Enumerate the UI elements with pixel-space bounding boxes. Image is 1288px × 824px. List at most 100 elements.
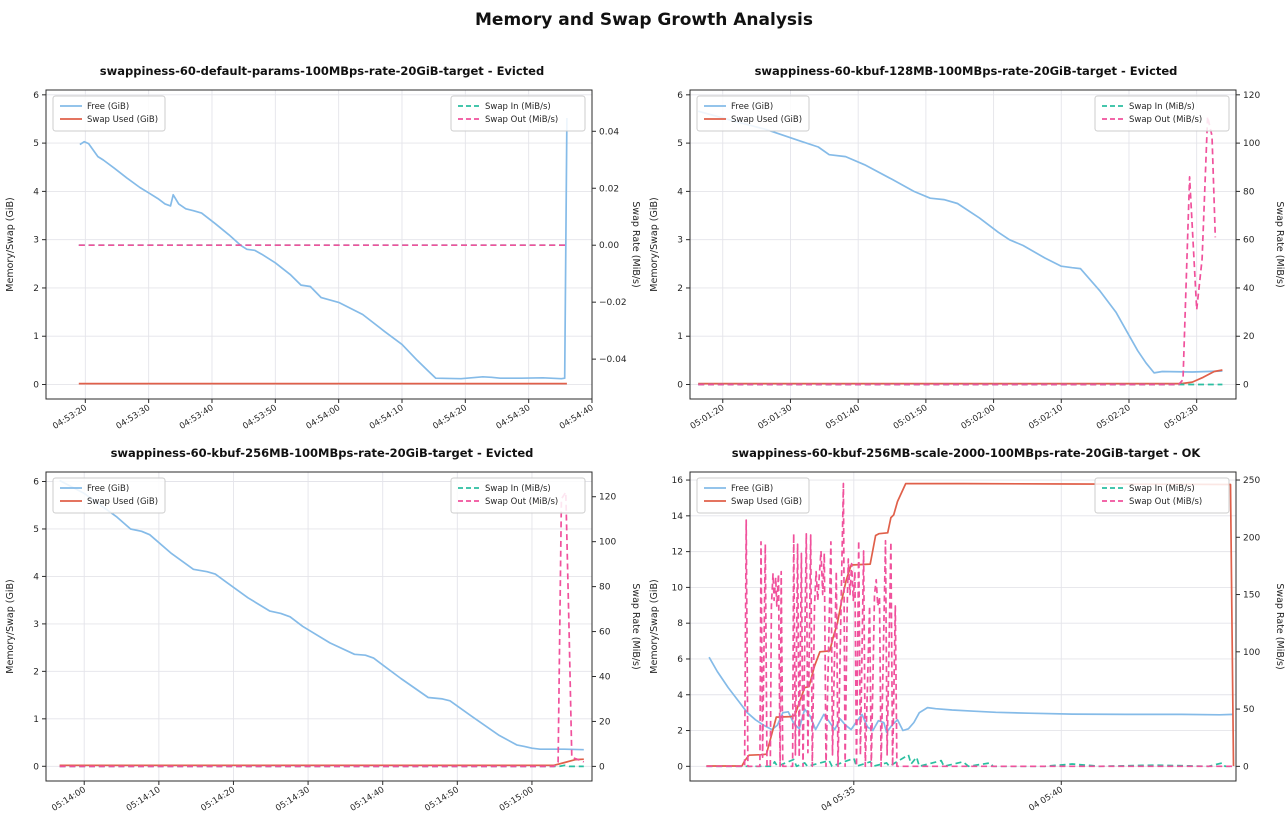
subplot-top-left-title: swappiness-60-default-params-100MBps-rat… — [99, 64, 545, 78]
legend-label: Swap Out (MiB/s) — [1129, 115, 1202, 125]
y-tick-label-left: 2 — [33, 284, 39, 294]
legend-label: Free (GiB) — [87, 484, 129, 494]
y-axis-label-left: Memory/Swap (GiB) — [5, 579, 16, 673]
series-line-swap_out — [706, 482, 1234, 768]
y-tick-label-right: −0.04 — [599, 355, 627, 365]
y-tick-label-right: 60 — [1243, 236, 1255, 246]
y-tick-label-left: 3 — [677, 236, 683, 246]
y-axis-label-right: Swap Rate (MiB/s) — [630, 583, 641, 669]
legend-label: Swap Used (GiB) — [731, 497, 802, 507]
y-axis-label-right: Swap Rate (MiB/s) — [630, 201, 641, 287]
series-line-free — [708, 656, 1234, 734]
y-tick-label-left: 6 — [33, 477, 39, 487]
subplot-grid: swappiness-60-default-params-100MBps-rat… — [0, 56, 1288, 820]
subplot-top-right: swappiness-60-kbuf-128MB-100MBps-rate-20… — [644, 56, 1288, 438]
x-tick-label: 05:14:50 — [423, 785, 461, 814]
subplot-bottom-right-title: swappiness-60-kbuf-256MB-scale-2000-100M… — [731, 446, 1201, 460]
y-tick-label-right: 50 — [1243, 705, 1255, 715]
x-tick-label: 05:15:00 — [498, 785, 536, 814]
y-tick-label-left: 3 — [33, 236, 39, 246]
y-tick-label-right: 0.04 — [599, 127, 619, 137]
y-tick-label-left: 3 — [33, 620, 39, 630]
y-tick-label-left: 6 — [33, 91, 39, 101]
y-axis-label-right: Swap Rate (MiB/s) — [1274, 583, 1285, 669]
legend-label: Swap Out (MiB/s) — [485, 497, 558, 507]
legend-box — [450, 477, 586, 514]
plot-border — [689, 471, 1237, 782]
x-tick-label: 04:53:30 — [115, 403, 153, 432]
y-tick-label-left: 4 — [677, 691, 683, 701]
plot-border — [45, 89, 593, 400]
legend-label: Free (GiB) — [731, 484, 773, 494]
plot-border — [689, 89, 1237, 400]
y-tick-label-right: 20 — [1243, 332, 1255, 342]
subplot-top-left: swappiness-60-default-params-100MBps-rat… — [0, 56, 644, 438]
y-tick-label-left: 6 — [677, 655, 683, 665]
y-tick-label-right: 0.02 — [599, 184, 619, 194]
y-tick-label-left: 5 — [677, 139, 683, 149]
y-tick-label-right: 60 — [599, 628, 611, 638]
y-tick-label-right: 0 — [599, 762, 605, 772]
y-tick-label-right: 120 — [599, 493, 616, 503]
y-tick-label-left: 10 — [672, 583, 684, 593]
x-tick-label: 04:54:20 — [431, 403, 469, 432]
x-tick-label: 04:54:40 — [558, 403, 596, 432]
y-tick-label-right: 80 — [1243, 187, 1255, 197]
y-tick-label-left: 6 — [677, 91, 683, 101]
y-tick-label-left: 8 — [677, 619, 683, 629]
x-tick-label: 05:01:40 — [824, 403, 862, 432]
series-line-swap_in — [706, 754, 1234, 768]
y-tick-label-right: 20 — [599, 717, 611, 727]
y-tick-label-left: 1 — [33, 332, 39, 342]
x-tick-label: 05:14:20 — [199, 785, 237, 814]
subplot-bottom-left-title: swappiness-60-kbuf-256MB-100MBps-rate-20… — [110, 446, 534, 460]
y-tick-label-right: 120 — [1243, 91, 1260, 101]
x-tick-label: 05:01:50 — [892, 403, 930, 432]
x-tick-label: 05:02:30 — [1163, 403, 1201, 432]
subplot-bottom-right: swappiness-60-kbuf-256MB-scale-2000-100M… — [644, 438, 1288, 820]
y-tick-label-right: 150 — [1243, 591, 1260, 601]
y-tick-label-right: 100 — [1243, 139, 1260, 149]
x-tick-label: 04:53:20 — [51, 403, 89, 432]
y-tick-label-left: 4 — [677, 187, 683, 197]
y-tick-label-right: 40 — [1243, 284, 1255, 294]
x-tick-label: 05:14:30 — [274, 785, 312, 814]
series-line-free — [697, 110, 1223, 374]
legend-label: Swap Used (GiB) — [731, 115, 802, 125]
legend-box — [696, 95, 810, 132]
x-tick-label: 05:14:00 — [50, 785, 88, 814]
legend-label: Swap In (MiB/s) — [1129, 484, 1195, 494]
series-line-free — [79, 117, 568, 380]
y-axis-label-left: Memory/Swap (GiB) — [649, 579, 660, 673]
y-tick-label-left: 4 — [33, 187, 39, 197]
y-tick-label-left: 2 — [677, 284, 683, 294]
legend-label: Swap Out (MiB/s) — [485, 115, 558, 125]
legend-box — [450, 95, 586, 132]
y-tick-label-left: 16 — [672, 476, 684, 486]
legend-box — [1094, 95, 1230, 132]
y-tick-label-right: 0 — [1243, 762, 1249, 772]
x-tick-label: 04 05:35 — [820, 785, 858, 814]
x-tick-label: 04:54:10 — [368, 403, 406, 432]
series-line-swap_in — [59, 764, 584, 768]
y-tick-label-right: 0.00 — [599, 241, 619, 251]
y-tick-label-right: 80 — [599, 583, 611, 593]
x-tick-label: 04:53:40 — [178, 403, 216, 432]
x-tick-label: 05:01:20 — [689, 403, 727, 432]
y-tick-label-right: 250 — [1243, 476, 1260, 486]
x-tick-label: 04 05:40 — [1027, 785, 1065, 814]
subplot-bottom-left: swappiness-60-kbuf-256MB-100MBps-rate-20… — [0, 438, 644, 820]
figure-title: Memory and Swap Growth Analysis — [475, 10, 813, 30]
y-axis-label-right: Swap Rate (MiB/s) — [1274, 201, 1285, 287]
y-tick-label-left: 2 — [33, 667, 39, 677]
y-tick-label-right: 200 — [1243, 533, 1260, 543]
series-line-free — [59, 479, 584, 751]
x-tick-label: 05:14:40 — [349, 785, 387, 814]
legend-box — [1094, 477, 1230, 514]
series-line-swap_used — [59, 758, 584, 767]
series-line-swap_out — [59, 491, 585, 768]
legend-label: Swap In (MiB/s) — [1129, 102, 1195, 112]
y-tick-label-left: 0 — [677, 381, 683, 391]
